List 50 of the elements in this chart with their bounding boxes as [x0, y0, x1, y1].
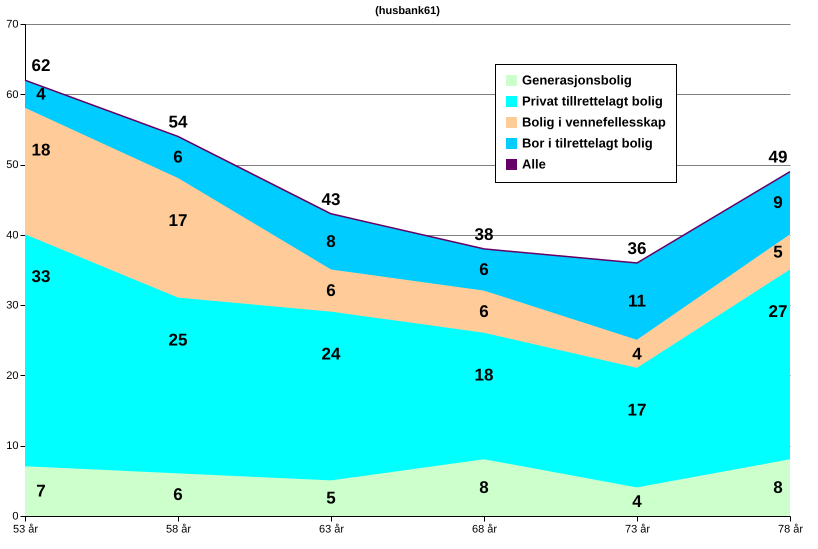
data-label: 5	[773, 242, 783, 262]
data-label: 18	[32, 140, 50, 160]
x-tick-label: 73 år	[624, 524, 650, 536]
x-tick-label: 58 år	[166, 524, 192, 536]
data-label: 6	[173, 148, 183, 167]
y-tick-label: 40	[6, 229, 18, 242]
y-tick-label: 50	[6, 159, 18, 172]
data-label: 5	[326, 488, 336, 508]
data-label: 38	[474, 224, 494, 244]
data-label: 24	[322, 344, 341, 364]
x-tick-label: 53 år	[12, 524, 38, 536]
data-label: 54	[168, 112, 188, 132]
y-tick-label: 0	[12, 510, 18, 522]
x-tick-label: 63 år	[318, 524, 344, 536]
chart-title: (husbank61)	[375, 5, 440, 17]
data-label: 4	[632, 492, 642, 511]
x-tick-label: 68 år	[472, 524, 498, 536]
data-label: 4	[36, 84, 46, 104]
data-label: 17	[168, 210, 188, 230]
data-label: 6	[326, 281, 336, 300]
data-label: 62	[32, 56, 50, 76]
legend-label: Privat tillrettelagt bolig	[522, 94, 663, 108]
data-label: 11	[628, 292, 646, 311]
data-label: 33	[32, 267, 50, 286]
data-label: 27	[768, 302, 788, 322]
y-tick-label: 70	[6, 18, 18, 30]
data-label: 6	[173, 484, 183, 504]
data-label: 7	[36, 481, 46, 500]
data-label: 9	[773, 193, 783, 212]
data-label: 36	[628, 238, 646, 258]
y-tick-label: 30	[6, 300, 18, 312]
legend-label: Bolig i vennefellesskap	[522, 114, 666, 130]
data-label: 6	[479, 260, 489, 279]
y-tick-label: 10	[6, 440, 18, 452]
data-label: 8	[326, 232, 336, 251]
data-label: 18	[474, 365, 494, 384]
legend-label: Alle	[522, 156, 546, 172]
data-label: 8	[773, 478, 783, 497]
legend-label: Generasjonsbolig	[522, 72, 632, 88]
y-tick-label: 60	[6, 88, 18, 101]
data-label: 6	[479, 302, 489, 322]
x-tick-label: 78 år	[778, 524, 804, 536]
data-label: 49	[768, 148, 788, 167]
data-label: 4	[632, 344, 642, 364]
legend-label: Bor i tilrettelagt bolig	[522, 136, 653, 150]
data-label: 8	[479, 478, 489, 497]
y-tick-label: 20	[6, 370, 18, 382]
data-label: 43	[322, 190, 340, 209]
data-label: 17	[628, 400, 646, 420]
data-label: 25	[168, 330, 188, 350]
